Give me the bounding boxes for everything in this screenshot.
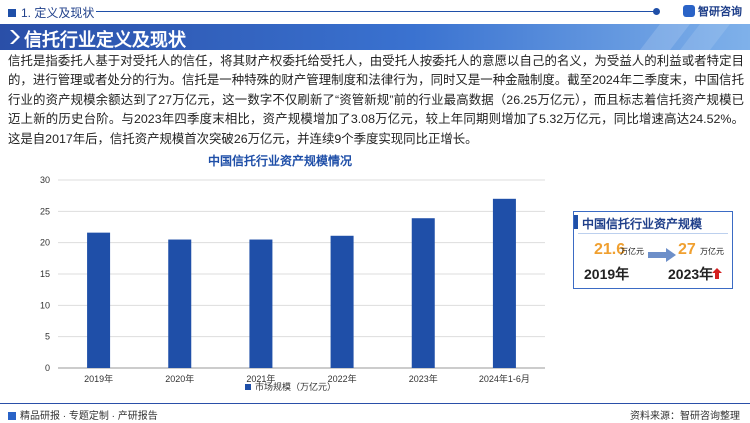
header-divider [96,8,660,15]
summary-card: 中国信托行业资产规模 21.6 万亿元 2019年 27 万亿元 2023年 [573,211,733,289]
x-tick-label: 2020年 [165,373,194,384]
x-tick-label: 2021年 [246,373,275,384]
x-tick-label: 2023年 [409,373,438,384]
y-tick-label: 30 [40,175,50,185]
up-arrow-icon [712,268,722,279]
card-accent-bar [574,215,578,229]
logo-text: 智研咨询 [698,6,742,18]
value-2019: 21.6 [594,241,626,258]
unit-2019: 万亿元 [620,247,644,256]
y-tick-label: 5 [45,332,50,342]
x-tick-label: 2022年 [328,373,357,384]
logo: 智研咨询 [683,3,742,19]
top-header: 1. 定义及现状 智研咨询 [0,0,750,22]
arrow-right-icon [648,248,676,262]
legend-label: 市场规模（万亿元） [255,381,336,392]
title-decoration [640,24,730,50]
y-tick-label: 20 [40,238,50,248]
unit-2023: 万亿元 [700,247,724,256]
page-title: 信托行业定义及现状 [24,30,186,50]
bar [492,198,516,368]
bar [87,232,111,368]
year-2019: 2019年 [584,266,630,282]
chevron-icon [10,30,20,44]
bar [168,239,192,368]
year-2023: 2023年 [668,266,714,282]
y-tick-label: 25 [40,206,50,216]
value-2023: 27 [678,241,696,258]
y-tick-label: 0 [45,363,50,373]
card-divider [578,233,728,234]
section-text: 1. 定义及现状 [21,6,95,20]
bar [330,235,354,368]
title-banner: 信托行业定义及现状 [0,24,750,50]
y-tick-label: 15 [40,269,50,279]
footer-left-text: 精品研报 · 专题定制 · 产研报告 [20,411,158,422]
x-tick-label: 2024年1-6月 [479,373,530,384]
footer-divider [0,403,750,404]
bar [249,239,273,368]
section-label: 1. 定义及现状 [8,4,94,21]
footer-left: 精品研报 · 专题定制 · 产研报告 [8,407,158,422]
chart-title: 中国信托行业资产规模情况 [208,154,353,168]
bar-chart: 0 5 10 15 20 25 30 2019年 2020年 2021年 2022年 2023年 202… [40,175,545,392]
footer-source: 资料来源：智研咨询整理 [630,411,740,422]
footer-square-icon [8,412,16,420]
divider-dot [653,8,660,15]
logo-icon [683,5,695,17]
section-square-icon [8,9,16,17]
bar [411,218,435,368]
intro-paragraph: 信托是指委托人基于对受托人的信任，将其财产权委托给受托人，由受托人按委托人的意愿… [8,54,744,146]
card-title: 中国信托行业资产规模 [582,217,703,231]
y-tick-label: 10 [40,300,50,310]
legend-swatch [245,384,251,390]
card-header: 中国信托行业资产规模 [574,212,732,233]
x-tick-label: 2019年 [84,373,113,384]
